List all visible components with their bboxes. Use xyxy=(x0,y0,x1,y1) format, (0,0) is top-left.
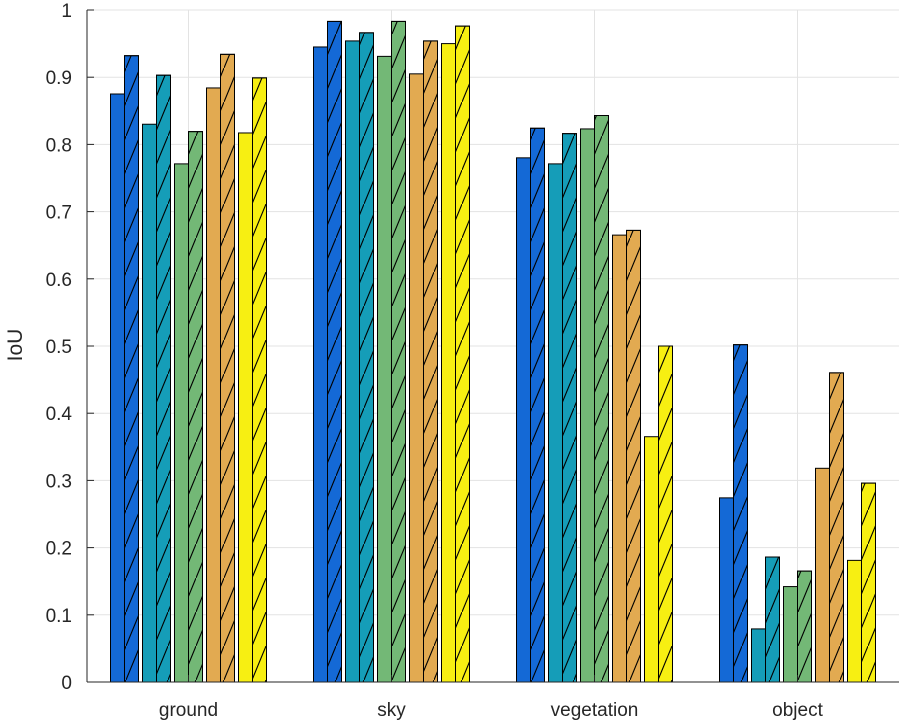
bar-hatch-ground-10 xyxy=(252,77,267,683)
y-tick-label: 0.2 xyxy=(46,539,72,560)
y-tick-label: 0.6 xyxy=(46,270,72,291)
bar-sky-1 xyxy=(313,46,328,683)
bar-object-9 xyxy=(847,559,862,683)
bar-ground-5 xyxy=(174,163,189,683)
x-tick-label-object: object xyxy=(772,700,823,721)
y-tick-label: 1 xyxy=(61,1,72,22)
y-tick-label: 0.7 xyxy=(46,203,72,224)
y-tick-label: 0.3 xyxy=(46,471,72,492)
bar-vegetation-9 xyxy=(644,436,659,683)
bar-hatch-vegetation-4 xyxy=(562,133,577,683)
bar-hatch-ground-2 xyxy=(124,55,139,683)
bar-hatch-sky-2 xyxy=(327,20,342,683)
bar-hatch-vegetation-8 xyxy=(626,229,641,683)
x-tick-label-vegetation: vegetation xyxy=(551,700,639,721)
bar-hatch-sky-8 xyxy=(423,40,438,683)
bar-hatch-ground-8 xyxy=(220,53,235,683)
bar-sky-3 xyxy=(345,40,360,683)
bar-vegetation-7 xyxy=(612,234,627,683)
y-axis-label: IoU xyxy=(4,329,27,362)
bar-hatch-vegetation-10 xyxy=(658,345,673,683)
bar-hatch-ground-4 xyxy=(156,74,171,683)
bar-hatch-vegetation-2 xyxy=(530,127,545,683)
bar-hatch-vegetation-6 xyxy=(594,115,609,683)
bar-sky-9 xyxy=(441,43,456,683)
bar-hatch-object-6 xyxy=(797,570,812,683)
bar-object-5 xyxy=(783,586,798,683)
bar-object-1 xyxy=(719,497,734,683)
y-tick-label: 0.9 xyxy=(46,68,72,89)
y-tick-label: 0.5 xyxy=(46,337,72,358)
y-tick-label: 0.4 xyxy=(46,404,73,425)
bar-sky-5 xyxy=(377,55,392,683)
bar-vegetation-3 xyxy=(548,163,563,683)
bar-ground-3 xyxy=(142,123,157,683)
bar-object-7 xyxy=(815,467,830,683)
bar-hatch-ground-6 xyxy=(188,131,203,683)
bar-hatch-object-2 xyxy=(733,344,748,683)
x-tick-label-ground: ground xyxy=(159,700,218,721)
y-tick-label: 0.8 xyxy=(46,135,72,156)
bar-hatch-sky-6 xyxy=(391,20,406,683)
bar-vegetation-1 xyxy=(516,157,531,683)
bar-vegetation-5 xyxy=(580,128,595,683)
x-tick-label-sky: sky xyxy=(377,700,406,721)
bar-hatch-sky-10 xyxy=(455,25,470,683)
bar-hatch-object-8 xyxy=(829,372,844,683)
bar-object-3 xyxy=(751,628,766,683)
bar-hatch-object-10 xyxy=(861,482,876,683)
bars xyxy=(110,20,876,683)
bar-ground-7 xyxy=(206,87,221,683)
bar-ground-9 xyxy=(238,132,253,683)
y-tick-label: 0 xyxy=(61,673,72,694)
bar-hatch-object-4 xyxy=(765,556,780,683)
axes: 0 0.1 0.2 0.3 0.4 0.5 0.6 0.7 0.8 0.9 1 ground sky ve… xyxy=(46,1,899,721)
bar-ground-1 xyxy=(110,93,125,683)
bar-sky-7 xyxy=(409,73,424,683)
bar-hatch-sky-4 xyxy=(359,32,374,683)
y-tick-label: 0.1 xyxy=(46,606,72,627)
